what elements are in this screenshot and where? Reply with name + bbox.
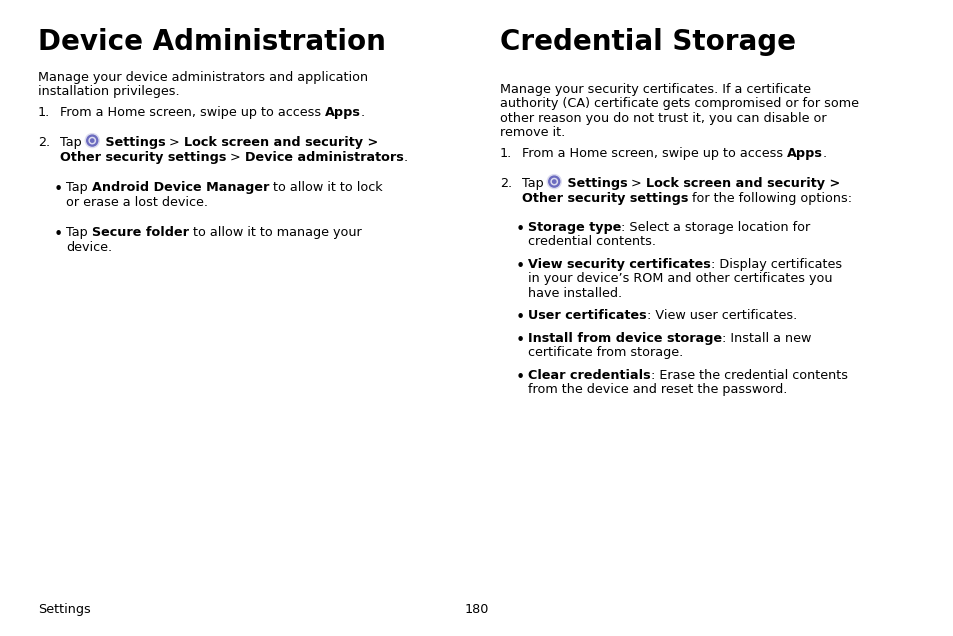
Circle shape	[89, 137, 95, 144]
Text: Apps: Apps	[325, 106, 360, 119]
Text: •: •	[54, 183, 63, 197]
Text: Manage your security certificates. If a certificate: Manage your security certificates. If a …	[499, 83, 810, 96]
Text: Tap: Tap	[60, 137, 86, 149]
Text: 2.: 2.	[499, 177, 512, 190]
Text: 1.: 1.	[499, 147, 512, 160]
Text: >: >	[363, 137, 378, 149]
Text: >: >	[824, 177, 840, 190]
Text: Secure folder: Secure folder	[91, 226, 189, 239]
Text: authority (CA) certificate gets compromised or for some: authority (CA) certificate gets compromi…	[499, 97, 858, 111]
Text: •: •	[516, 370, 525, 385]
Circle shape	[551, 179, 557, 185]
Text: Manage your device administrators and application: Manage your device administrators and ap…	[38, 71, 368, 84]
Text: or erase a lost device.: or erase a lost device.	[66, 196, 208, 209]
Circle shape	[87, 135, 97, 146]
Text: 1.: 1.	[38, 106, 51, 119]
Text: .: .	[403, 151, 408, 164]
Text: from the device and reset the password.: from the device and reset the password.	[527, 384, 786, 396]
Text: Settings: Settings	[101, 137, 165, 149]
Text: View security certificates: View security certificates	[527, 258, 710, 271]
Text: : Select a storage location for: : Select a storage location for	[620, 221, 810, 234]
Text: credential contents.: credential contents.	[527, 235, 656, 249]
Text: Install from device storage: Install from device storage	[527, 332, 721, 345]
Text: : Install a new: : Install a new	[721, 332, 811, 345]
Circle shape	[91, 139, 93, 142]
Text: Storage type: Storage type	[527, 221, 620, 234]
Circle shape	[552, 180, 556, 183]
Circle shape	[547, 175, 560, 189]
Text: .: .	[360, 106, 365, 119]
Circle shape	[85, 134, 99, 148]
Text: User certificates: User certificates	[527, 309, 646, 322]
Text: 180: 180	[464, 603, 489, 616]
Text: >: >	[627, 177, 645, 190]
Text: Lock screen and security: Lock screen and security	[184, 137, 363, 149]
Text: Apps: Apps	[786, 147, 822, 160]
Text: •: •	[516, 333, 525, 348]
Text: remove it.: remove it.	[499, 127, 565, 139]
Text: have installed.: have installed.	[527, 287, 621, 300]
Text: From a Home screen, swipe up to access: From a Home screen, swipe up to access	[60, 106, 325, 119]
Text: From a Home screen, swipe up to access: From a Home screen, swipe up to access	[521, 147, 786, 160]
Text: : Display certificates: : Display certificates	[710, 258, 841, 271]
Text: •: •	[516, 222, 525, 237]
Text: •: •	[516, 259, 525, 274]
Text: Device Administration: Device Administration	[38, 28, 385, 56]
Text: to allow it to manage your: to allow it to manage your	[189, 226, 361, 239]
Text: device.: device.	[66, 241, 112, 254]
Text: Lock screen and security: Lock screen and security	[645, 177, 824, 190]
Text: certificate from storage.: certificate from storage.	[527, 347, 682, 359]
Text: .: .	[822, 147, 826, 160]
Circle shape	[548, 176, 559, 187]
Text: to allow it to lock: to allow it to lock	[269, 181, 382, 195]
Text: Tap: Tap	[521, 177, 547, 190]
Text: Android Device Manager: Android Device Manager	[91, 181, 269, 195]
Text: : Erase the credential contents: : Erase the credential contents	[650, 369, 846, 382]
Text: other reason you do not trust it, you can disable or: other reason you do not trust it, you ca…	[499, 112, 825, 125]
Text: Clear credentials: Clear credentials	[527, 369, 650, 382]
Text: Settings: Settings	[562, 177, 627, 190]
Text: : View user certificates.: : View user certificates.	[646, 309, 796, 322]
Text: Tap: Tap	[66, 181, 91, 195]
Text: Other security settings: Other security settings	[521, 192, 688, 205]
Text: Tap: Tap	[66, 226, 91, 239]
Text: Device administrators: Device administrators	[245, 151, 403, 164]
Text: Settings: Settings	[38, 603, 91, 616]
Text: •: •	[516, 310, 525, 326]
Text: •: •	[54, 227, 63, 242]
Text: Other security settings: Other security settings	[60, 151, 226, 164]
Text: installation privileges.: installation privileges.	[38, 85, 179, 99]
Text: for the following options:: for the following options:	[688, 192, 852, 205]
Text: 2.: 2.	[38, 137, 51, 149]
Text: >: >	[165, 137, 184, 149]
Text: >: >	[226, 151, 245, 164]
Text: Credential Storage: Credential Storage	[499, 28, 795, 56]
Text: in your device’s ROM and other certificates you: in your device’s ROM and other certifica…	[527, 272, 832, 286]
